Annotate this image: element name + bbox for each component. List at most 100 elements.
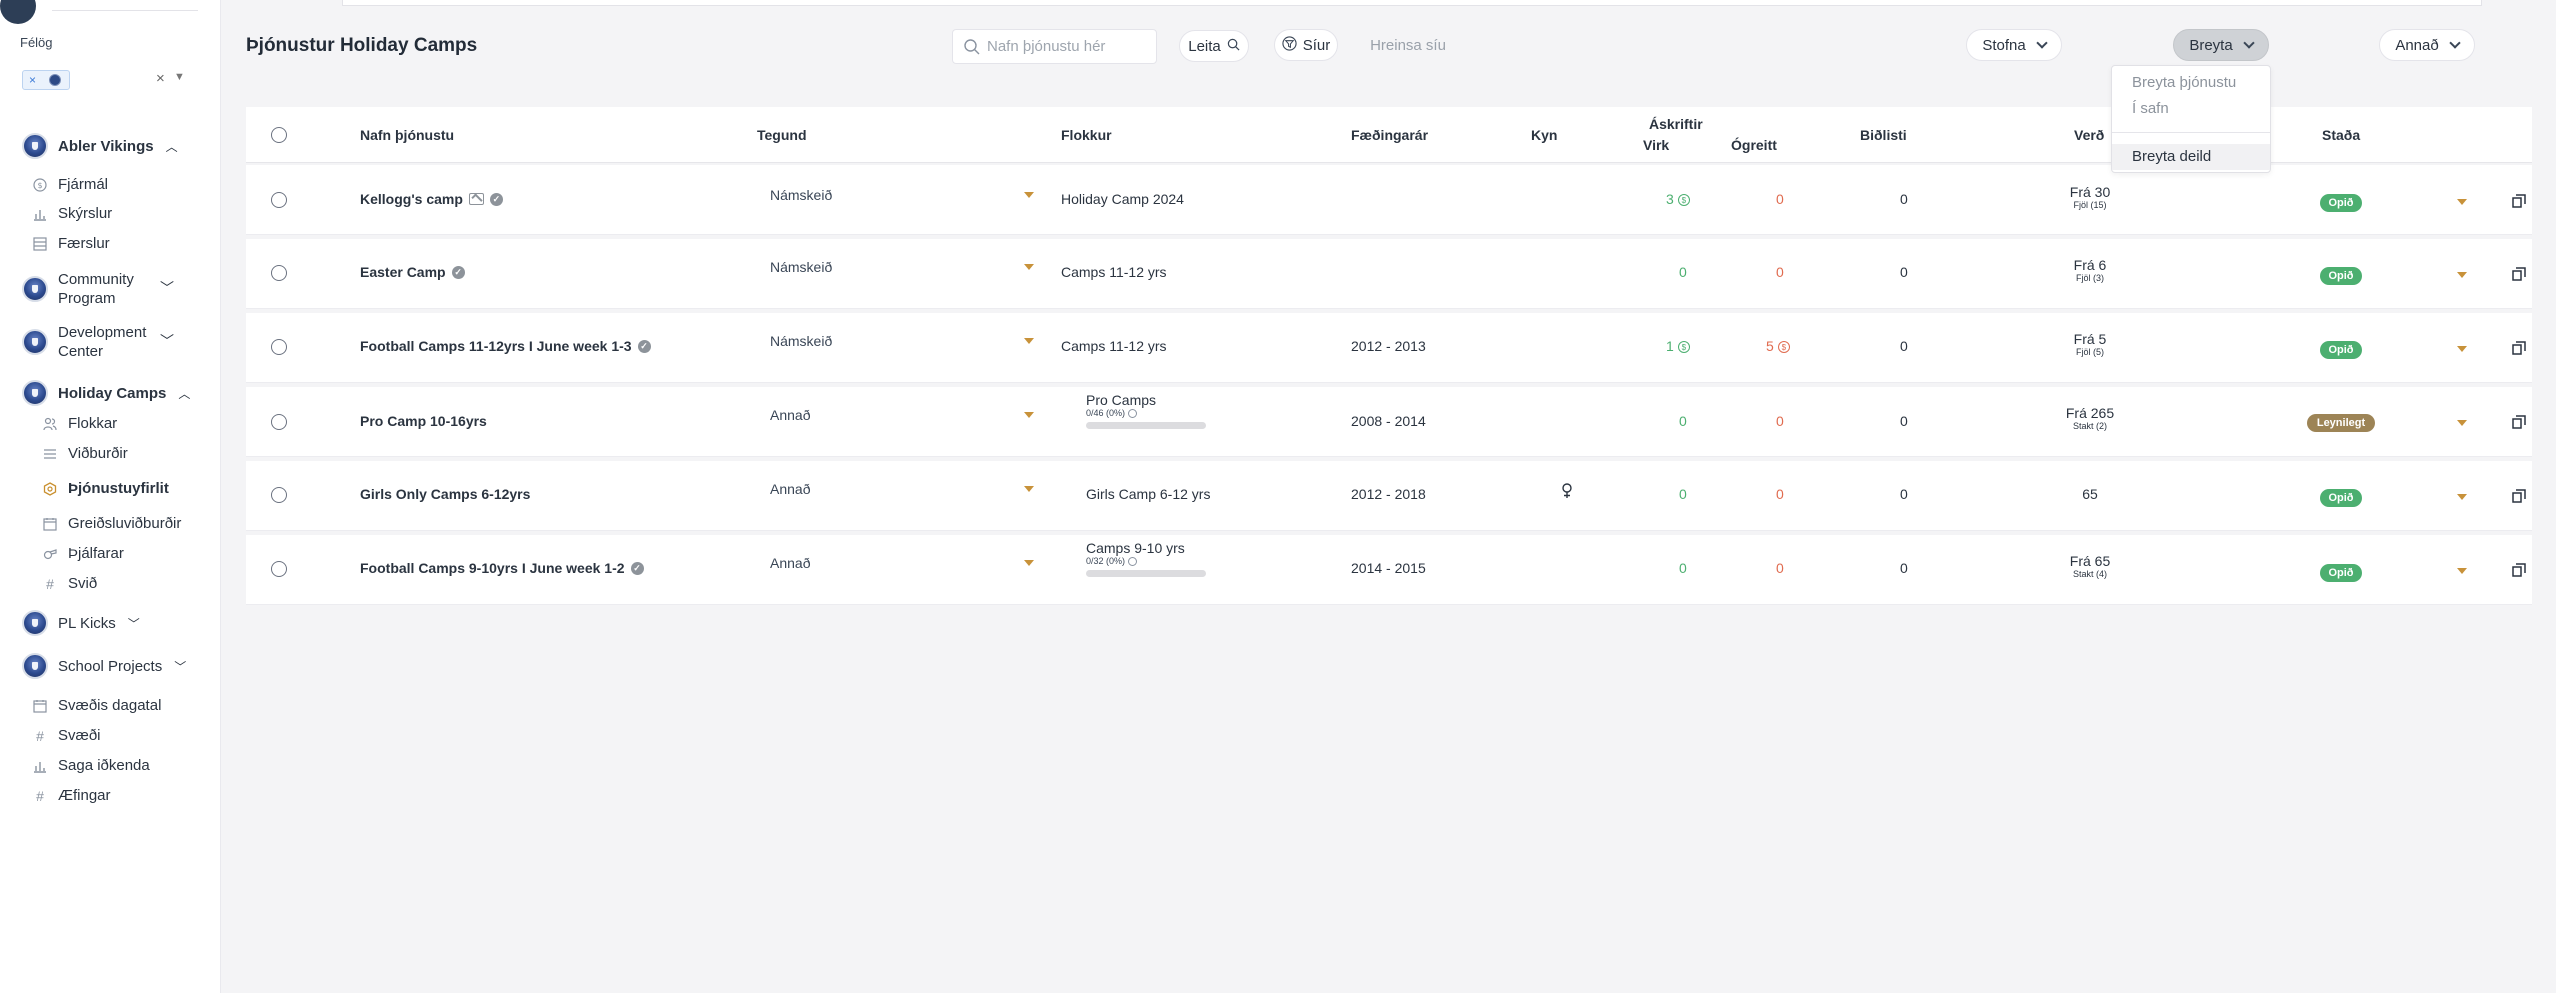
type-dropdown-caret-icon[interactable] bbox=[1024, 486, 1034, 492]
service-name[interactable]: Easter Camp ✓ bbox=[360, 264, 465, 280]
chevron-up-icon[interactable]: ︿ bbox=[178, 386, 191, 401]
service-name[interactable]: Kellogg's camp ✓ bbox=[360, 191, 503, 207]
info-icon[interactable] bbox=[1128, 408, 1138, 418]
table-row[interactable]: Girls Only Camps 6-12yrs Annað Girls Cam… bbox=[246, 461, 2532, 531]
active-count[interactable]: 0 bbox=[1679, 413, 1687, 429]
status-dropdown-caret-icon[interactable] bbox=[2457, 420, 2467, 426]
sidebar-group-school-projects[interactable]: School Projects ﹀ bbox=[22, 653, 186, 679]
column-header-status[interactable]: Staða bbox=[2322, 127, 2361, 143]
menu-item-edit-service[interactable]: Breyta þjónustu bbox=[2132, 74, 2237, 91]
column-header-name[interactable]: Nafn þjónustu bbox=[360, 127, 455, 143]
sidebar-item-svaedis-dagatal[interactable]: Svæðis dagatal bbox=[32, 697, 161, 714]
row-select-radio[interactable] bbox=[271, 487, 287, 503]
table-row[interactable]: Kellogg's camp ✓ Námskeið Holiday Camp 2… bbox=[246, 165, 2532, 235]
copy-icon[interactable] bbox=[2512, 267, 2526, 281]
clear-icon[interactable]: × bbox=[156, 70, 165, 87]
column-header-category[interactable]: Flokkur bbox=[1061, 127, 1112, 143]
chip-remove-icon[interactable]: × bbox=[29, 73, 37, 87]
sidebar-item-aefingar[interactable]: # Æfingar bbox=[32, 787, 110, 804]
copy-icon[interactable] bbox=[2512, 563, 2526, 577]
filter-button[interactable]: Síur bbox=[1274, 29, 1338, 61]
sidebar-group-pl-kicks[interactable]: PL Kicks ﹀ bbox=[22, 610, 140, 636]
column-header-price[interactable]: Verð bbox=[2074, 127, 2105, 143]
active-count[interactable]: 1 $ bbox=[1666, 338, 1690, 354]
sidebar-item-vidburdir[interactable]: Viðburðir bbox=[42, 445, 128, 462]
row-select-radio[interactable] bbox=[271, 561, 287, 577]
org-filter-chip[interactable]: × bbox=[22, 70, 70, 90]
type-dropdown-caret-icon[interactable] bbox=[1024, 338, 1034, 344]
sidebar-item-faerslur[interactable]: Færslur bbox=[32, 235, 110, 252]
status-dropdown-caret-icon[interactable] bbox=[2457, 272, 2467, 278]
column-header-active[interactable]: Virk bbox=[1643, 137, 1670, 153]
status-dropdown-caret-icon[interactable] bbox=[2457, 494, 2467, 500]
unpaid-count[interactable]: 0 bbox=[1776, 264, 1784, 280]
active-count[interactable]: 0 bbox=[1679, 486, 1687, 502]
copy-icon[interactable] bbox=[2512, 415, 2526, 429]
active-count[interactable]: 0 bbox=[1679, 264, 1687, 280]
service-name[interactable]: Football Camps 11-12yrs I June week 1-3 … bbox=[360, 338, 651, 354]
unpaid-count[interactable]: 0 bbox=[1776, 191, 1784, 207]
sidebar-item-thjalfarar[interactable]: Þjálfarar bbox=[42, 545, 124, 562]
info-icon[interactable] bbox=[1128, 556, 1138, 566]
status-dropdown-caret-icon[interactable] bbox=[2457, 346, 2467, 352]
create-button[interactable]: Stofna bbox=[1966, 29, 2062, 61]
copy-icon[interactable] bbox=[2512, 489, 2526, 503]
unpaid-count[interactable]: 0 bbox=[1776, 413, 1784, 429]
type-dropdown-caret-icon[interactable] bbox=[1024, 192, 1034, 198]
row-select-radio[interactable] bbox=[271, 192, 287, 208]
sidebar-item-skyrslur[interactable]: Skýrslur bbox=[32, 205, 112, 222]
table-row[interactable]: Football Camps 11-12yrs I June week 1-3 … bbox=[246, 313, 2532, 383]
copy-icon[interactable] bbox=[2512, 341, 2526, 355]
row-select-radio[interactable] bbox=[271, 265, 287, 281]
type-dropdown-caret-icon[interactable] bbox=[1024, 560, 1034, 566]
column-header-waitlist[interactable]: Biðlisti bbox=[1860, 127, 1907, 143]
chevron-down-icon[interactable]: ﹀ bbox=[174, 659, 187, 674]
clear-filter-button[interactable]: Hreinsa síu bbox=[1359, 29, 1457, 61]
search-field[interactable] bbox=[952, 29, 1157, 64]
menu-item-archive[interactable]: Í safn bbox=[2132, 100, 2169, 117]
status-dropdown-caret-icon[interactable] bbox=[2457, 568, 2467, 574]
row-select-radio[interactable] bbox=[271, 414, 287, 430]
edit-button[interactable]: Breyta bbox=[2173, 29, 2269, 61]
sidebar-item-svaedi[interactable]: # Svæði bbox=[32, 727, 100, 744]
app-logo[interactable] bbox=[0, 0, 36, 24]
sidebar-item-flokkar[interactable]: Flokkar bbox=[42, 415, 117, 432]
sidebar-item-thjonustuyfirlit[interactable]: Þjónustuyfirlit bbox=[42, 480, 169, 497]
service-name[interactable]: Pro Camp 10-16yrs bbox=[360, 413, 487, 429]
chevron-down-icon[interactable]: ﹀ bbox=[160, 333, 174, 349]
chevron-down-icon[interactable]: ▼ bbox=[174, 71, 185, 83]
unpaid-count[interactable]: 0 bbox=[1776, 560, 1784, 576]
select-all-radio[interactable] bbox=[271, 127, 287, 143]
table-row[interactable]: Easter Camp ✓ Námskeið Camps 11-12 yrs 0… bbox=[246, 239, 2532, 309]
column-header-birth-years[interactable]: Fæðingarár bbox=[1351, 127, 1429, 143]
chevron-down-icon[interactable]: ﹀ bbox=[160, 280, 174, 296]
table-row[interactable]: Pro Camp 10-16yrs Annað Pro Camps 0/46 (… bbox=[246, 387, 2532, 457]
sidebar-group-holiday-camps[interactable]: Holiday Camps ︿ bbox=[22, 380, 190, 406]
sidebar-item-saga-idkenda[interactable]: Saga iðkenda bbox=[32, 757, 150, 774]
menu-item-edit-department[interactable]: Breyta deild bbox=[2112, 144, 2270, 170]
service-name[interactable]: Girls Only Camps 6-12yrs bbox=[360, 486, 530, 502]
sidebar-item-fjarmal[interactable]: $ Fjármál bbox=[32, 176, 108, 193]
column-header-unpaid[interactable]: Ógreitt bbox=[1731, 137, 1777, 153]
sidebar-group-community-program[interactable]: Community Program bbox=[22, 270, 202, 308]
unpaid-count[interactable]: 0 bbox=[1776, 486, 1784, 502]
chevron-up-icon[interactable]: ︿ bbox=[165, 139, 178, 154]
row-select-radio[interactable] bbox=[271, 339, 287, 355]
org-filter-select[interactable]: × × ▼ bbox=[22, 68, 186, 92]
search-button[interactable]: Leita bbox=[1179, 30, 1249, 62]
chevron-down-icon[interactable]: ﹀ bbox=[127, 616, 140, 631]
status-dropdown-caret-icon[interactable] bbox=[2457, 199, 2467, 205]
type-dropdown-caret-icon[interactable] bbox=[1024, 264, 1034, 270]
table-row[interactable]: Football Camps 9-10yrs I June week 1-2 ✓… bbox=[246, 535, 2532, 605]
column-header-type[interactable]: Tegund bbox=[757, 127, 807, 143]
service-name[interactable]: Football Camps 9-10yrs I June week 1-2 ✓ bbox=[360, 560, 644, 576]
other-button[interactable]: Annað bbox=[2379, 29, 2475, 61]
type-dropdown-caret-icon[interactable] bbox=[1024, 412, 1034, 418]
active-count[interactable]: 3 $ bbox=[1666, 191, 1690, 207]
sidebar-item-svid[interactable]: # Svið bbox=[42, 575, 97, 592]
unpaid-count[interactable]: 5 $ bbox=[1766, 338, 1790, 354]
active-count[interactable]: 0 bbox=[1679, 560, 1687, 576]
search-input[interactable] bbox=[987, 38, 1157, 55]
copy-icon[interactable] bbox=[2512, 194, 2526, 208]
sidebar-item-greidsluvidburdir[interactable]: Greiðsluviðburðir bbox=[42, 515, 181, 532]
